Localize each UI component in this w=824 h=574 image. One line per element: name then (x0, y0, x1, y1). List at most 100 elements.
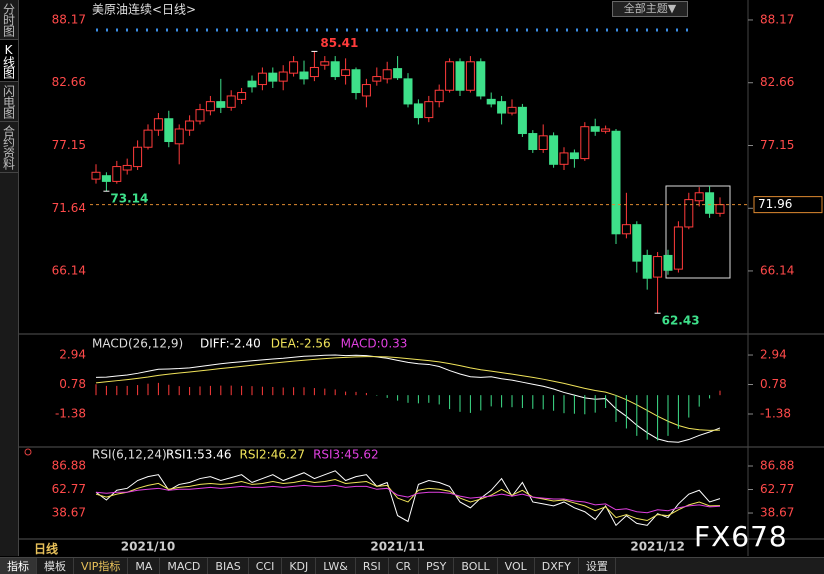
candle-body (382, 69, 392, 80)
macd-bar (147, 383, 149, 396)
tab[interactable]: RSI (356, 558, 389, 574)
tab[interactable]: 指标 (0, 558, 37, 574)
tab[interactable]: BIAS (208, 558, 249, 574)
tab[interactable]: MACD (160, 558, 209, 574)
macd-bar (719, 390, 721, 396)
tab[interactable]: BOLL (454, 558, 498, 574)
macd-bar (605, 395, 607, 408)
macd-bar (449, 395, 451, 410)
candle-body (361, 84, 371, 97)
y-tick-label: 82.66 (52, 75, 86, 89)
tab[interactable]: DXFY (535, 558, 579, 574)
y-tick-label: 62.77 (52, 482, 86, 496)
macd-bar (615, 395, 617, 422)
macd-bar (251, 386, 253, 396)
candle-body (351, 69, 361, 94)
candle-body (642, 254, 652, 279)
candle-body (517, 106, 527, 135)
legend-entry: RSI3:45.62 (313, 448, 379, 462)
candle-body (143, 129, 153, 148)
tab[interactable]: KDJ (282, 558, 317, 574)
candle-body (559, 152, 569, 165)
candle-body (205, 101, 215, 112)
candle-body (91, 171, 101, 180)
tab[interactable]: VOL (498, 558, 535, 574)
sidebar-tab[interactable]: 分时图 (0, 0, 18, 40)
panel-icon (24, 448, 32, 456)
macd-bar (667, 395, 669, 436)
y-tick-label: 88.17 (760, 12, 794, 26)
macd-bar (178, 386, 180, 396)
macd-bar (584, 395, 586, 415)
y-tick-label: 86.88 (52, 459, 86, 473)
sidebar-tab[interactable]: K线图 (0, 40, 18, 82)
macd-bar (365, 392, 367, 396)
macd-bar (324, 388, 326, 396)
macd-bar (459, 395, 461, 412)
candle-body (247, 80, 257, 88)
candle-body (673, 226, 683, 270)
candle-body (122, 164, 132, 171)
macd-bar (293, 387, 295, 396)
candle-body (268, 72, 278, 82)
macd-bar (209, 385, 211, 396)
macd-bar (116, 385, 118, 396)
macd-bar (241, 385, 243, 396)
y-tick-label: 2.94 (760, 348, 787, 362)
macd-bar (168, 384, 170, 396)
period-label: 日线 (34, 542, 59, 556)
highlight-box (665, 185, 731, 279)
macd-bar (542, 395, 544, 410)
candle-body (601, 128, 611, 132)
candle-body (497, 101, 507, 114)
candle-body (465, 61, 475, 91)
low-label: 73.14 (110, 192, 148, 206)
candle-body (289, 61, 299, 74)
candle-body (632, 224, 642, 262)
tab[interactable]: 设置 (579, 558, 616, 574)
candle-body (101, 175, 111, 182)
tab[interactable]: 模板 (37, 558, 74, 574)
tab[interactable]: CR (389, 558, 420, 574)
candle-body (663, 254, 673, 271)
tab[interactable]: PSY (419, 558, 455, 574)
macd-bar (521, 395, 523, 408)
chart-title: 美原油连续<日线> (92, 2, 196, 17)
macd-bar (386, 395, 388, 398)
sidebar-tab[interactable]: 合约资料 (0, 122, 18, 173)
macd-bar (480, 395, 482, 411)
y-tick-label: 66.14 (52, 263, 86, 277)
y-tick-label: 2.94 (59, 348, 86, 362)
legend-entry: DEA:-2.56 (271, 337, 331, 351)
macd-bar (230, 385, 232, 396)
theme-button[interactable]: 全部主题▼ (612, 1, 688, 17)
candle-body (486, 98, 496, 105)
sidebar-tab[interactable]: 闪电图 (0, 82, 18, 122)
macd-bar (334, 389, 336, 396)
candle-body (112, 166, 122, 182)
rsi-line (95, 470, 721, 527)
legend-entry: MACD:0.33 (341, 337, 408, 351)
macd-bar (625, 395, 627, 429)
macd-bar (272, 386, 274, 396)
macd-bar (261, 386, 263, 396)
tab[interactable]: LW& (316, 558, 356, 574)
rsi-line (95, 484, 721, 514)
candle-body (185, 120, 195, 131)
macd-bar (417, 395, 419, 404)
macd-bar (657, 395, 659, 441)
tab[interactable]: MA (128, 558, 161, 574)
candle-body (226, 95, 236, 108)
candle-body (476, 61, 486, 97)
candle-body (341, 69, 351, 76)
tab[interactable]: VIP指标 (74, 558, 129, 574)
macd-bar (573, 395, 575, 414)
tab[interactable]: CCI (249, 558, 283, 574)
panel-title: RSI(6,12,24) (92, 448, 167, 462)
macd-bar (698, 395, 700, 407)
panel-title: MACD(26,12,9) (92, 337, 183, 351)
y-tick-label: 88.17 (52, 12, 86, 26)
y-tick-label: 62.77 (760, 482, 794, 496)
sidebar: 分时图 K线图 闪电图 合约资料 (0, 0, 19, 556)
